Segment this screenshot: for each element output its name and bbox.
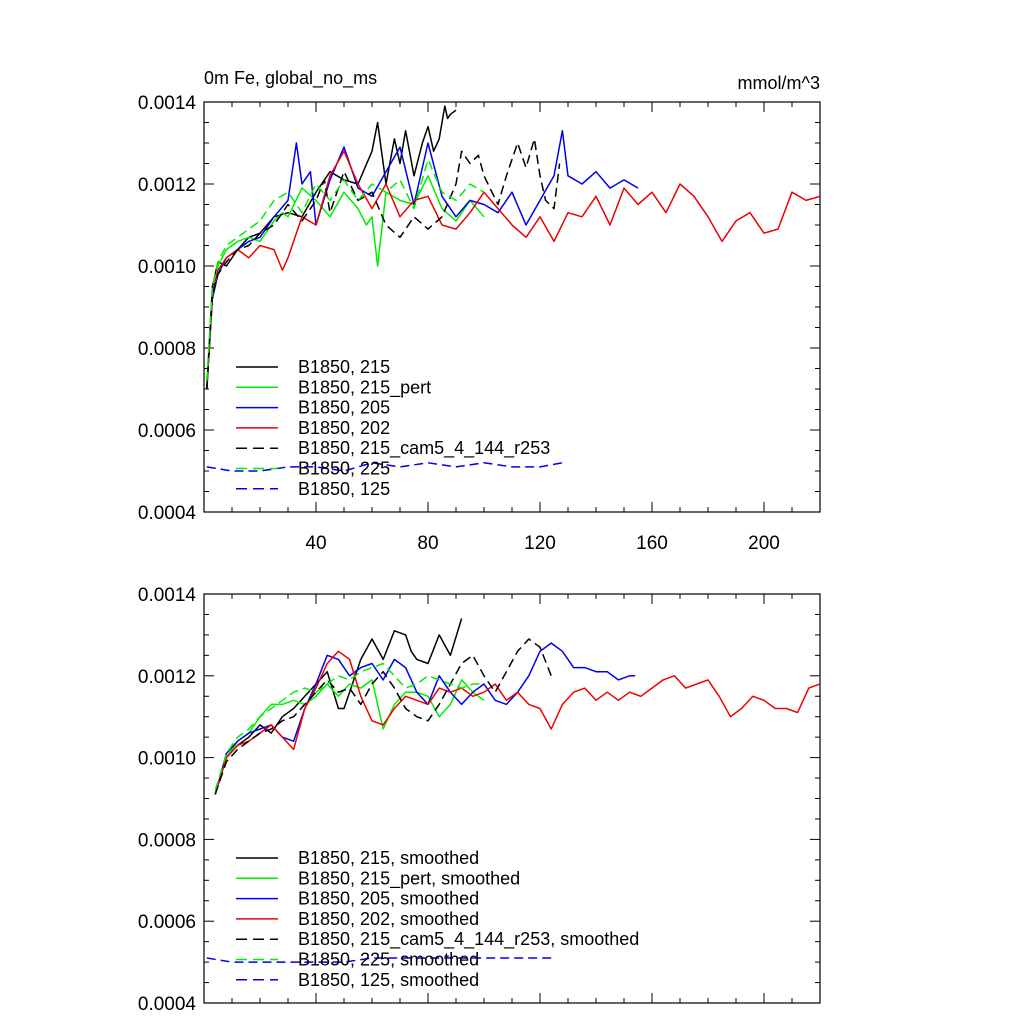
x-tick-label: 120 (524, 533, 556, 554)
series-line-4 (206, 138, 561, 390)
bottom-panel: 0.0004 0.0006 0.0008 0.0010 0.0012 0.0014 B185… (138, 585, 821, 1015)
series-line-1 (206, 175, 485, 390)
x-tick-label: 40 (305, 533, 326, 554)
legend-entry: B1850, 215_cam5_4_144_r253 (298, 438, 550, 459)
y-tick-label: 0.0008 (138, 830, 196, 851)
series-line-3 (214, 650, 820, 795)
series-line-5 (214, 662, 484, 791)
y-tick-label: 0.0010 (138, 749, 196, 770)
series-line-6 (206, 462, 563, 472)
legend-entry: B1850, 205, smoothed (298, 889, 479, 909)
chart-title: 0m Fe, global_no_ms (204, 68, 377, 89)
series-line-3 (206, 150, 820, 390)
series-line-2 (214, 642, 636, 795)
y-tick-label: 0.0014 (138, 93, 197, 114)
series-group (206, 618, 820, 963)
series-line-6 (206, 957, 552, 963)
x-tick-label: 200 (748, 533, 780, 554)
series-line-0 (206, 105, 457, 390)
legend-entry: B1850, 225, smoothed (298, 950, 479, 970)
legend-entry: B1850, 215_pert, smoothed (298, 868, 520, 889)
series-line-2 (206, 129, 639, 390)
y-tick-label: 0.0006 (138, 421, 196, 442)
series-line-0 (214, 618, 463, 795)
units-label: mmol/m^3 (738, 73, 820, 93)
y-tick-label: 0.0008 (138, 339, 196, 360)
legend-entry: B1850, 215_pert (298, 377, 431, 398)
legend-entry: B1850, 225 (298, 459, 390, 479)
series-line-5 (206, 158, 485, 381)
y-tick-label: 0.0004 (138, 503, 197, 524)
y-tick-label: 0.0012 (138, 667, 196, 688)
series-line-4 (214, 638, 552, 795)
y-tick-label: 0.0014 (138, 585, 197, 606)
legend-entry: B1850, 215_cam5_4_144_r253, smoothed (298, 929, 639, 950)
legend-entry: B1850, 205 (298, 398, 390, 418)
legend-entry: B1850, 125 (298, 479, 390, 499)
y-tick-label: 0.0006 (138, 912, 196, 933)
legend-entry: B1850, 202, smoothed (298, 909, 479, 929)
x-tick-label: 80 (417, 533, 438, 554)
y-tick-label: 0.0004 (138, 994, 197, 1015)
series-group (206, 105, 820, 472)
y-tick-label: 0.0010 (138, 257, 196, 278)
legend-entry: B1850, 125, smoothed (298, 970, 479, 990)
top-panel: 0.0004 0.0006 0.0008 0.0010 0.0012 0.0014 40 80… (138, 68, 821, 554)
x-tick-label: 160 (636, 533, 668, 554)
legend-entry: B1850, 215, smoothed (298, 848, 479, 868)
legend-entry: B1850, 202 (298, 418, 390, 438)
y-tick-label: 0.0012 (138, 175, 196, 196)
legend-entry: B1850, 215 (298, 357, 390, 377)
